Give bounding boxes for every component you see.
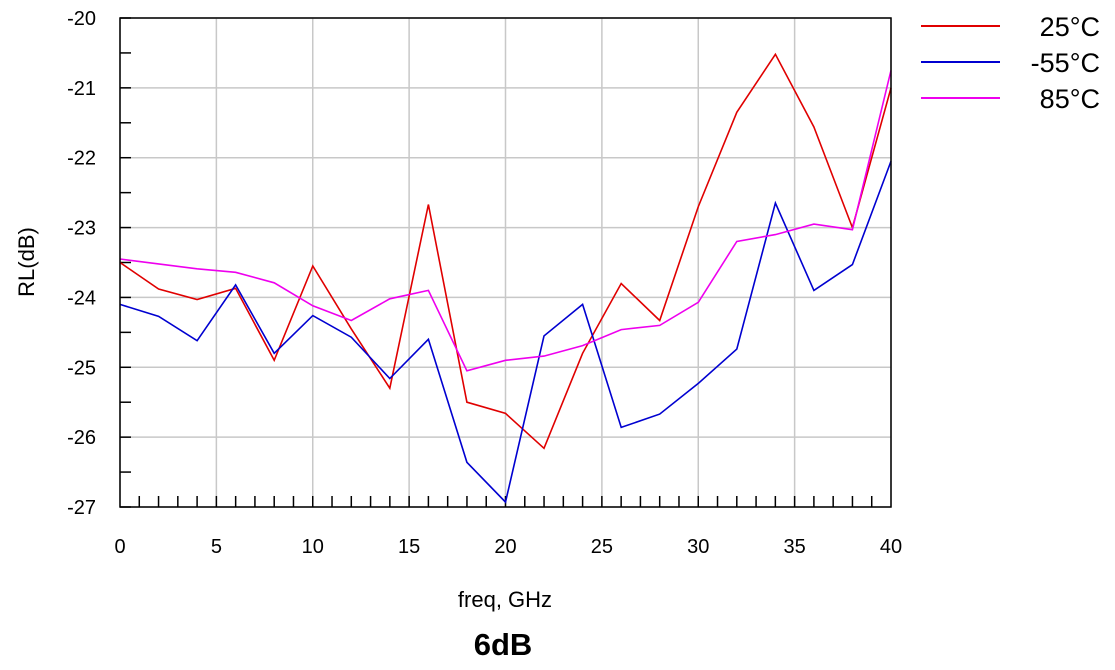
legend-label-1: 25°C bbox=[1040, 12, 1100, 42]
legend: 25°C -55°C 85°C bbox=[921, 12, 1100, 114]
y-tick-label: -20 bbox=[67, 8, 96, 30]
y-tick-label: -23 bbox=[67, 218, 96, 240]
y-tick-label: -24 bbox=[67, 287, 96, 309]
x-tick-label: 10 bbox=[302, 536, 324, 558]
y-tick-label: -25 bbox=[67, 357, 96, 379]
series-line-3 bbox=[119, 70, 892, 372]
plot-frame bbox=[119, 17, 892, 508]
x-tick-label: 35 bbox=[784, 536, 806, 558]
y-axis-label: RL(dB) bbox=[14, 227, 39, 297]
legend-label-2: -55°C bbox=[1031, 48, 1100, 78]
data-series bbox=[119, 52, 892, 504]
series-line-1 bbox=[119, 52, 892, 450]
x-tick-label: 25 bbox=[591, 536, 613, 558]
x-axis-label: freq, GHz bbox=[458, 587, 552, 612]
y-tick-label: -22 bbox=[67, 148, 96, 170]
grid bbox=[119, 17, 892, 508]
legend-label-3: 85°C bbox=[1040, 84, 1100, 114]
y-tick-label: -27 bbox=[67, 497, 96, 519]
x-tick-label: 30 bbox=[687, 536, 709, 558]
chart-title: 6dB bbox=[474, 627, 533, 662]
y-tick-label: -21 bbox=[67, 78, 96, 100]
series-line-2 bbox=[119, 160, 892, 504]
x-tick-label: 40 bbox=[880, 536, 902, 558]
x-tick-label: 20 bbox=[494, 536, 516, 558]
y-tick-label: -26 bbox=[67, 427, 96, 449]
x-tick-label: 5 bbox=[211, 536, 222, 558]
tick-labels: 0 5 10 15 20 25 30 35 40 -27 -26 -25 -24 -23 -22 -21 -20 bbox=[67, 8, 902, 558]
x-tick-label: 15 bbox=[398, 536, 420, 558]
x-tick-label: 0 bbox=[114, 536, 125, 558]
